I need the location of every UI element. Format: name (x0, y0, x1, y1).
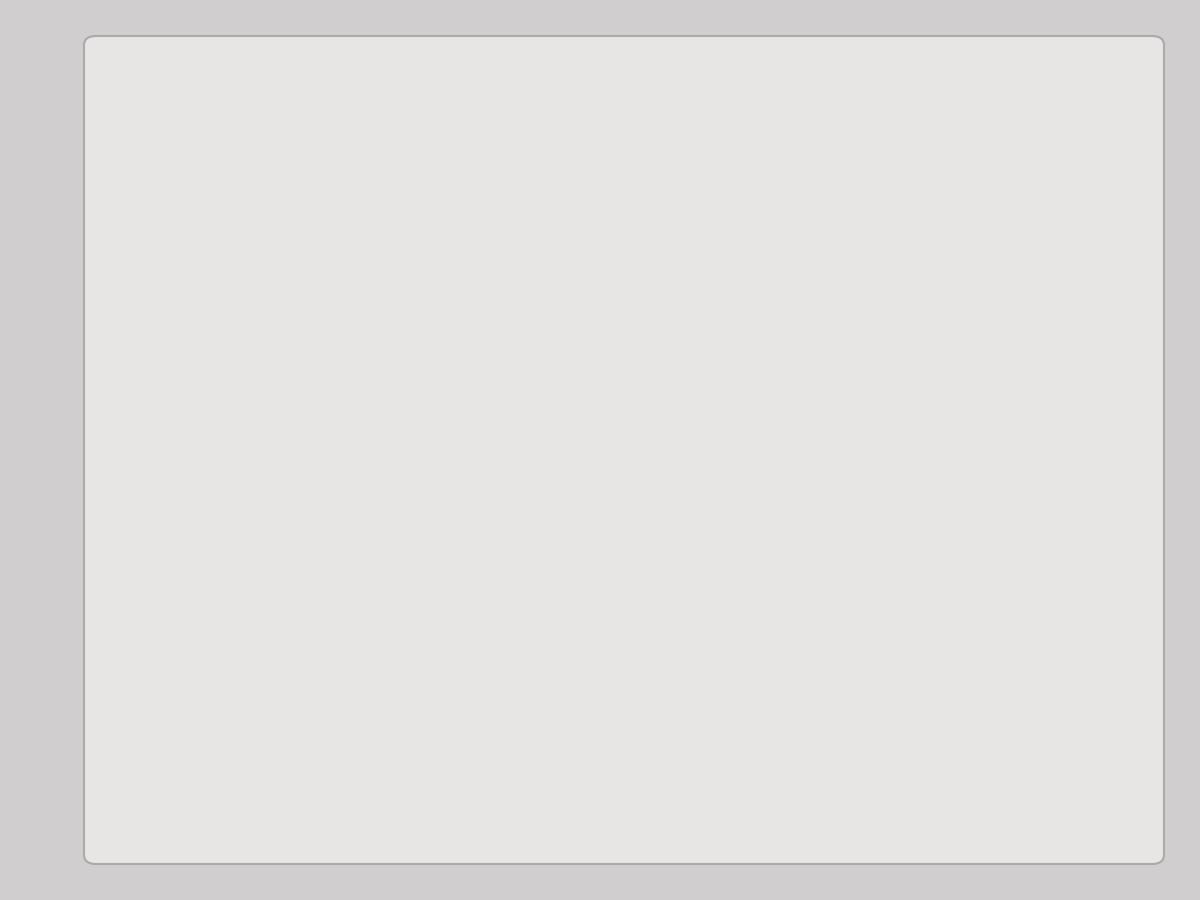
Text: D: D (442, 304, 457, 323)
Text: x-1: x-1 (296, 328, 323, 346)
Text: DF = 18: DF = 18 (222, 724, 302, 743)
Text: appear tangent are tangent.: appear tangent are tangent. (144, 122, 432, 140)
Text: J: J (234, 207, 241, 226)
Text: Find the length of DF.: Find the length of DF. (144, 180, 359, 199)
Text: DF = 14: DF = 14 (222, 787, 302, 806)
Text: Find the measure of the line segment indicated.  Assume that lines which: Find the measure of the line segment ind… (144, 81, 887, 100)
Text: F: F (294, 527, 307, 546)
Text: x+2: x+2 (236, 294, 271, 312)
Text: G: G (175, 364, 192, 382)
Text: 7: 7 (229, 425, 241, 443)
Text: 8: 8 (355, 425, 367, 443)
Text: DF = 8: DF = 8 (222, 598, 289, 617)
Text: E: E (396, 365, 409, 384)
Text: DF = 9: DF = 9 (222, 661, 289, 680)
